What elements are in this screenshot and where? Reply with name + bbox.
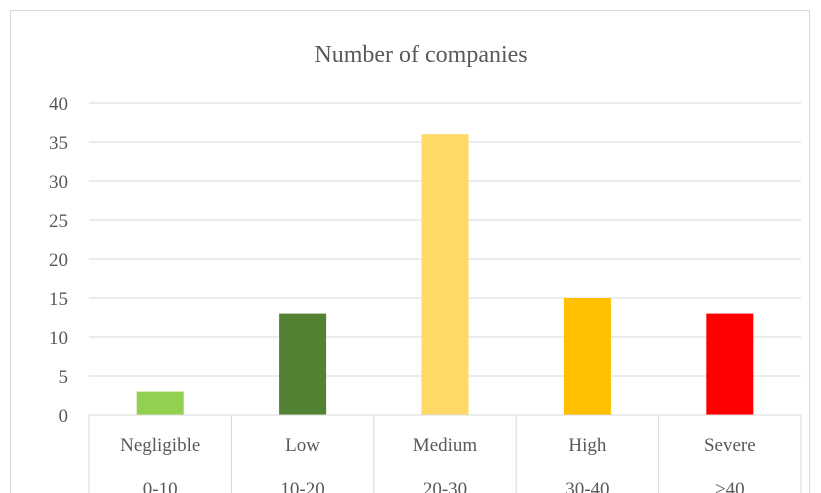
x-category-range: 10-20 (280, 479, 324, 493)
bar-low (279, 313, 327, 415)
x-category-label: Medium (413, 435, 478, 456)
bar-medium (421, 134, 469, 415)
chart-title: Number of companies (314, 42, 527, 68)
y-tick-label: 0 (59, 406, 69, 427)
x-category-range: 20-30 (423, 479, 467, 493)
y-tick-label: 10 (49, 328, 68, 349)
x-category-label: Severe (704, 435, 756, 456)
y-tick-label: 35 (49, 133, 68, 154)
bar-severe (706, 313, 754, 415)
x-category-range: 0-10 (143, 479, 178, 493)
y-tick-label: 20 (49, 250, 68, 271)
x-category-range: >40 (715, 479, 745, 493)
bars (136, 134, 754, 415)
y-tick-label: 25 (49, 211, 68, 232)
y-tick-label: 5 (59, 367, 69, 388)
x-category-range: 30-40 (565, 479, 609, 493)
x-category-label: High (568, 435, 607, 456)
y-axis-tick-labels: 0 5 10 15 20 25 30 35 40 (49, 94, 68, 427)
x-category-label: Negligible (120, 435, 200, 456)
bar-negligible (136, 391, 184, 415)
bar-high (563, 298, 611, 415)
y-tick-label: 30 (49, 172, 68, 193)
x-axis-category-table: Negligible 0-10 Low 10-20 Medium 20-30 High 30-… (88, 414, 802, 493)
y-tick-label: 15 (49, 289, 68, 310)
y-tick-label: 40 (49, 94, 68, 115)
x-category-label: Low (285, 435, 320, 456)
